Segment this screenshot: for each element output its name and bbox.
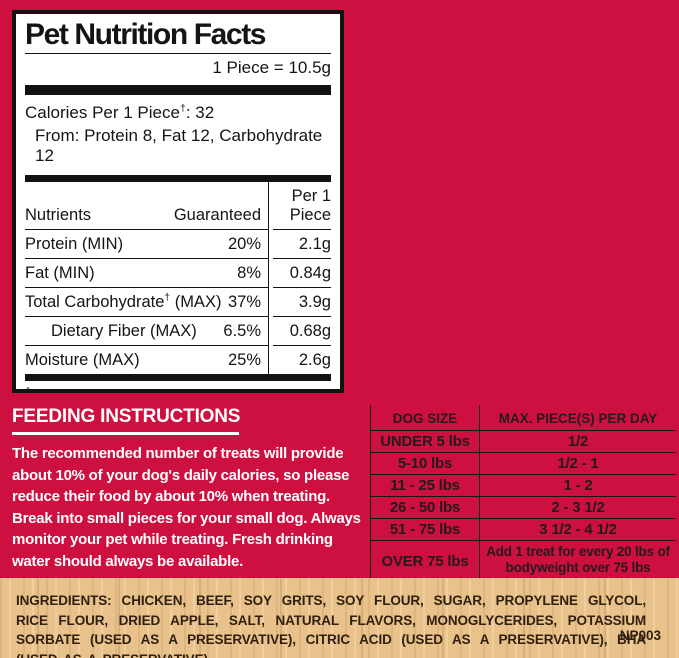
guaranteed-value: 37% xyxy=(227,292,261,311)
guaranteed-value: 20% xyxy=(227,234,261,253)
guaranteed-value: 8% xyxy=(237,263,261,282)
per-piece-value: 2.1g xyxy=(273,230,331,259)
calculated-value-footnote: †Calculated Value xyxy=(25,384,158,393)
col-nutrients: Nutrients xyxy=(25,205,92,224)
dog-size-table: DOG SIZE MAX. PIECE(S) PER DAY UNDER 5 l… xyxy=(370,405,676,581)
thick-bar xyxy=(25,174,331,182)
calories-from-line: From: Protein 8, Fat 12, Carbohydrate 12 xyxy=(35,125,323,165)
nutrients-table: Nutrients Guaranteed Per 1 Piece Protein… xyxy=(25,181,331,374)
dog-table-row: 51 - 75 lbs 3 1/2 - 4 1/2 xyxy=(371,519,676,541)
max-pieces-cell: 1 - 2 xyxy=(563,477,593,494)
dog-size-header: DOG SIZE xyxy=(371,405,480,430)
max-pieces-header: MAX. PIECE(S) PER DAY xyxy=(498,411,658,426)
col-per-piece: Per 1 Piece xyxy=(273,182,331,230)
dog-size-cell: 51 - 75 lbs xyxy=(371,519,480,540)
thick-bar xyxy=(25,84,331,95)
title-rule xyxy=(25,52,331,54)
dog-table-row: 26 - 50 lbs 2 - 3 1/2 xyxy=(371,497,676,519)
max-pieces-cell: 3 1/2 - 4 1/2 xyxy=(539,521,617,538)
panel-title: Pet Nutrition Facts xyxy=(25,18,266,51)
nutrient-row-moisture: Moisture (MAX) 25% 2.6g xyxy=(25,345,331,374)
dog-table-row: UNDER 5 lbs 1/2 xyxy=(371,431,676,453)
per-piece-value: 0.84g xyxy=(273,259,331,288)
guaranteed-value: 6.5% xyxy=(223,321,261,340)
per-piece-value: 2.6g xyxy=(298,350,331,369)
feeding-instructions-section: FEEDING INSTRUCTIONS The recommended num… xyxy=(12,406,364,572)
calories-label: Calories Per 1 Piece xyxy=(25,102,180,122)
dog-size-cell: 5-10 lbs xyxy=(371,453,480,474)
dog-table-row: 5-10 lbs 1/2 - 1 xyxy=(371,453,676,475)
nutrition-facts-panel: Pet Nutrition Facts 1 Piece = 10.5g Calo… xyxy=(12,10,344,393)
calories-line: Calories Per 1 Piece†: 32 xyxy=(25,95,331,123)
calories-dagger: † xyxy=(179,101,186,114)
calories-value: : 32 xyxy=(185,102,215,122)
col-guaranteed: Guaranteed xyxy=(173,205,261,224)
dog-size-cell: 26 - 50 lbs xyxy=(371,497,480,518)
max-pieces-cell: Add 1 treat for every 20 lbs of bodyweig… xyxy=(486,544,670,575)
ingredients-label: INGREDIENTS: xyxy=(16,593,112,608)
thick-bar xyxy=(25,373,331,381)
max-pieces-cell: 1/2 - 1 xyxy=(557,455,599,472)
dog-size-cell: 11 - 25 lbs xyxy=(371,475,480,496)
feeding-instructions-title: FEEDING INSTRUCTIONS xyxy=(12,406,241,427)
ingredients-text: INGREDIENTS: CHICKEN, BEEF, SOY GRITS, S… xyxy=(16,593,646,658)
max-pieces-cell: 1/2 xyxy=(567,433,589,450)
nutrient-row-protein: Protein (MIN) 20% 2.1g xyxy=(25,229,331,259)
dog-size-cell: UNDER 5 lbs xyxy=(371,431,480,452)
ingredients-section: INGREDIENTS: CHICKEN, BEEF, SOY GRITS, S… xyxy=(0,578,679,658)
per-piece-value: 0.68g xyxy=(273,317,331,346)
feeding-instructions-body: The recommended number of treats will pr… xyxy=(12,445,361,570)
dog-table-header-row: DOG SIZE MAX. PIECE(S) PER DAY xyxy=(371,405,676,431)
feeding-title-underline xyxy=(12,432,239,435)
serving-size: 1 Piece = 10.5g xyxy=(212,57,331,77)
nutrient-row-fat: Fat (MIN) 8% 0.84g xyxy=(25,258,331,288)
dog-table-row: 11 - 25 lbs 1 - 2 xyxy=(371,475,676,497)
guaranteed-value: 25% xyxy=(227,350,261,369)
nutrient-row-carbohydrate: Total Carbohydrate† (MAX) 37% 3.9g xyxy=(25,287,331,317)
dog-table-row: OVER 75 lbs Add 1 treat for every 20 lbs… xyxy=(371,541,676,581)
max-pieces-cell: 2 - 3 1/2 xyxy=(551,499,605,516)
nutrients-header-row: Nutrients Guaranteed Per 1 Piece xyxy=(25,181,331,230)
nutrient-row-dietary-fiber: Dietary Fiber (MAX) 6.5% 0.68g xyxy=(25,316,331,346)
per-piece-value: 3.9g xyxy=(273,288,331,317)
dog-size-cell: OVER 75 lbs xyxy=(371,541,480,581)
product-code: NP003 xyxy=(619,628,661,643)
